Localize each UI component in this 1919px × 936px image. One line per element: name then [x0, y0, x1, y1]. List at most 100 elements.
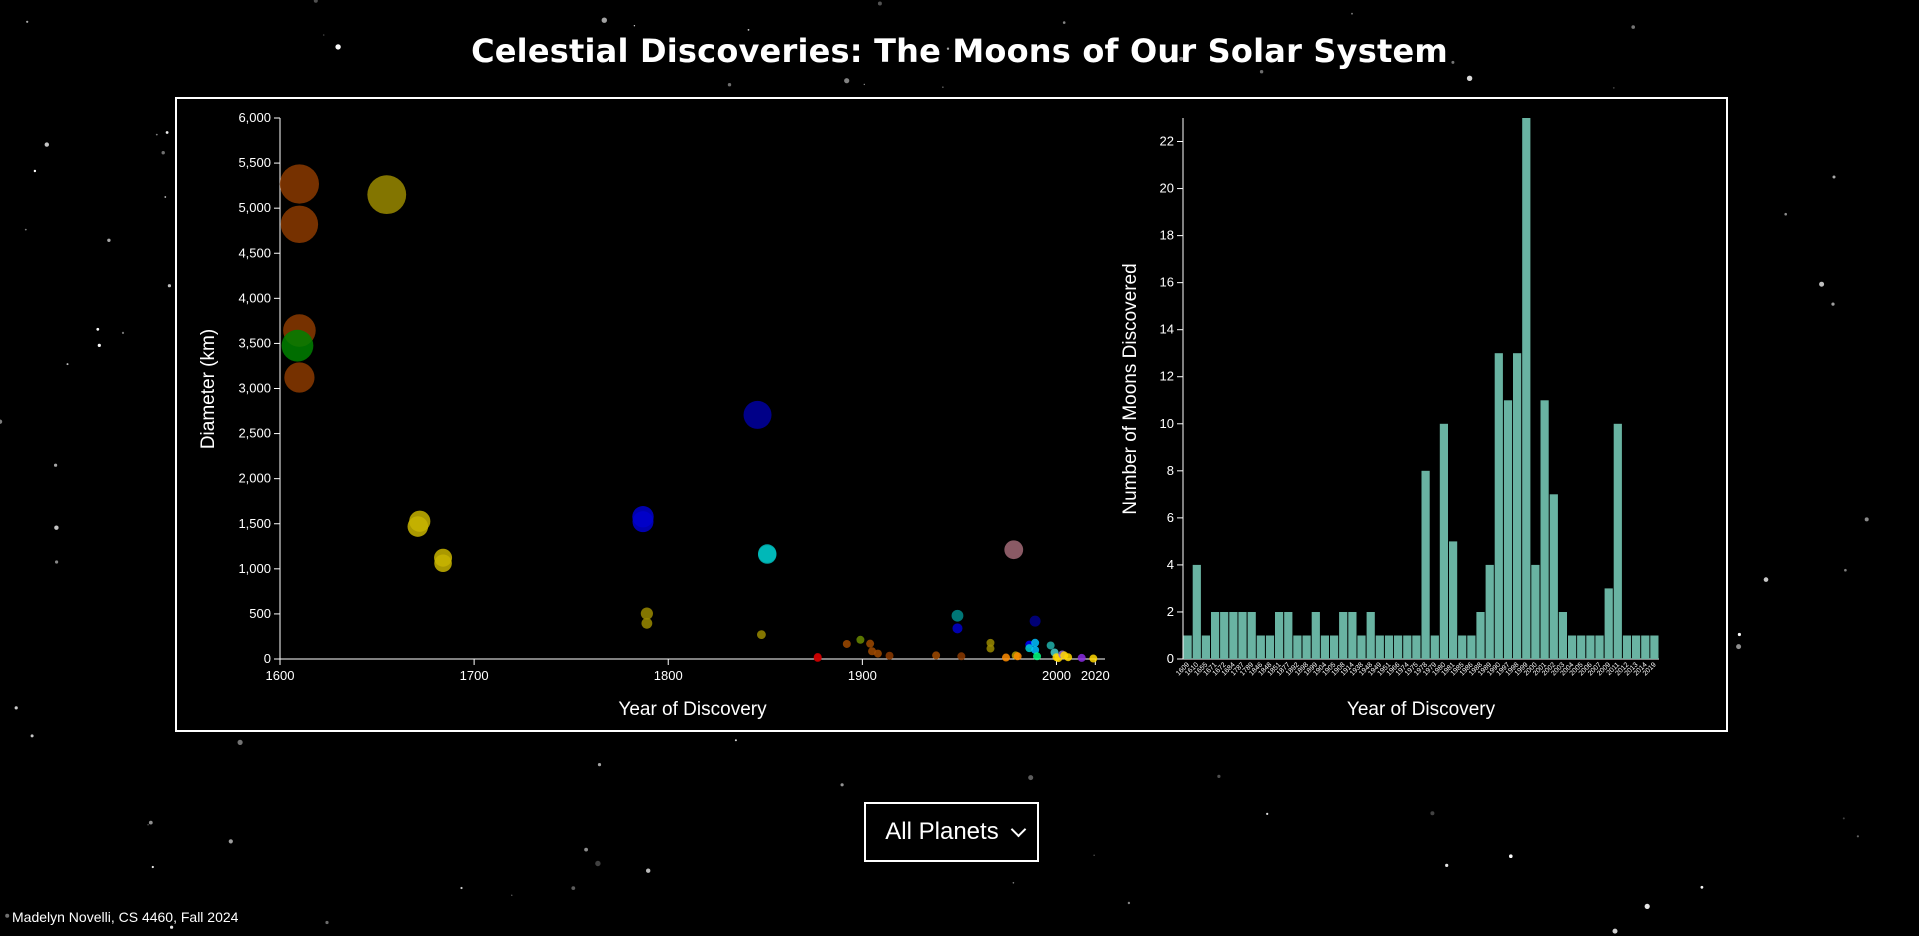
- star: [237, 739, 243, 746]
- star: [335, 44, 341, 50]
- bar-y-tick-label: 6: [1167, 510, 1174, 525]
- bar: [1330, 635, 1339, 659]
- bar: [1375, 635, 1384, 659]
- scatter-point: [1029, 615, 1041, 627]
- bar: [1604, 588, 1613, 659]
- star: [646, 868, 651, 873]
- star: [844, 78, 850, 84]
- planet-select-label: All Planets: [885, 818, 999, 845]
- bar: [1247, 612, 1256, 659]
- bar: [1265, 635, 1275, 659]
- bar-y-tick-label: 20: [1160, 181, 1174, 196]
- scatter-point: [284, 362, 315, 393]
- star: [161, 151, 165, 155]
- bar: [1211, 612, 1220, 659]
- bar-y-tick-label: 22: [1160, 134, 1174, 149]
- star: [148, 820, 153, 825]
- star: [1644, 903, 1650, 910]
- scatter-point: [1089, 654, 1098, 663]
- bar-x-axis-label: Year of Discovery: [1347, 699, 1496, 720]
- scatter-point: [873, 649, 882, 658]
- scatter-y-axis-label: Diameter (km): [198, 329, 219, 449]
- bar-y-tick-label: 16: [1160, 275, 1174, 290]
- bar-y-tick-label: 14: [1160, 322, 1174, 337]
- star: [313, 0, 318, 3]
- star: [1831, 302, 1835, 306]
- scatter-point: [1002, 653, 1010, 662]
- star: [1259, 70, 1264, 74]
- bar: [1403, 635, 1412, 659]
- bar: [1531, 564, 1540, 659]
- bar: [1632, 635, 1641, 659]
- star: [1842, 817, 1845, 820]
- scatter-point: [1033, 652, 1042, 661]
- bar-y-axis-label: Number of Moons Discovered: [1120, 263, 1141, 514]
- bar: [1485, 564, 1494, 659]
- bar: [1540, 400, 1549, 659]
- bar: [1201, 635, 1210, 659]
- star: [1856, 835, 1859, 838]
- bar: [1412, 635, 1421, 659]
- bar: [1595, 635, 1604, 659]
- bar: [1568, 635, 1577, 659]
- star: [1035, 47, 1039, 51]
- star: [1700, 885, 1704, 889]
- scatter-y-tick-label: 6,000: [238, 110, 271, 125]
- credit-footer: Madelyn Novelli, CS 4460, Fall 2024: [12, 909, 239, 925]
- star: [66, 363, 69, 366]
- scatter-y-tick-label: 1,500: [238, 516, 271, 531]
- scatter-point: [281, 329, 314, 362]
- star: [571, 886, 576, 890]
- bar: [1320, 635, 1329, 659]
- star: [325, 920, 329, 925]
- bar-y-tick-label: 12: [1160, 369, 1174, 384]
- bar: [1183, 635, 1192, 659]
- star: [1763, 577, 1769, 582]
- star: [107, 238, 111, 242]
- star: [322, 34, 325, 36]
- bar: [1650, 635, 1659, 659]
- bar: [1494, 353, 1503, 659]
- bar-y-tick-label: 2: [1167, 604, 1174, 619]
- bar: [1302, 635, 1311, 659]
- star: [44, 142, 49, 147]
- scatter-y-tick-label: 500: [249, 606, 271, 621]
- star: [170, 925, 174, 929]
- chevron-down-icon: [1010, 821, 1026, 837]
- chart-panel: 0 500 1,000 1,500 2,000 2,500 3,000 3,500 4,000 4…: [175, 97, 1728, 732]
- scatter-point: [957, 652, 966, 661]
- scatter-point: [1031, 645, 1040, 654]
- star: [601, 17, 607, 23]
- star: [946, 47, 950, 50]
- bar: [1439, 423, 1448, 659]
- star: [1445, 863, 1449, 868]
- star: [24, 228, 27, 231]
- star: [1430, 811, 1435, 816]
- scatter-y-tick-label: 0: [264, 651, 271, 666]
- bar: [1476, 612, 1485, 659]
- star: [863, 83, 865, 86]
- scatter-point: [885, 651, 894, 660]
- bar-y-tick-label: 8: [1167, 463, 1174, 478]
- scatter-point: [407, 516, 429, 537]
- star: [1217, 774, 1221, 779]
- scatter-point: [986, 638, 995, 647]
- star: [511, 894, 513, 896]
- star: [165, 131, 169, 134]
- star: [942, 86, 944, 88]
- star: [1179, 56, 1184, 61]
- scatter-x-tick-label: 1700: [460, 668, 489, 683]
- star: [734, 739, 737, 742]
- star: [164, 196, 167, 198]
- star: [14, 706, 18, 710]
- star: [1451, 60, 1455, 64]
- star: [1864, 517, 1869, 522]
- star: [0, 419, 3, 424]
- star: [1631, 25, 1635, 29]
- bar: [1577, 635, 1586, 659]
- planet-select-dropdown[interactable]: All Planets: [864, 802, 1039, 862]
- star: [1093, 854, 1095, 856]
- star: [151, 865, 154, 869]
- star: [55, 560, 59, 564]
- bar: [1293, 635, 1302, 659]
